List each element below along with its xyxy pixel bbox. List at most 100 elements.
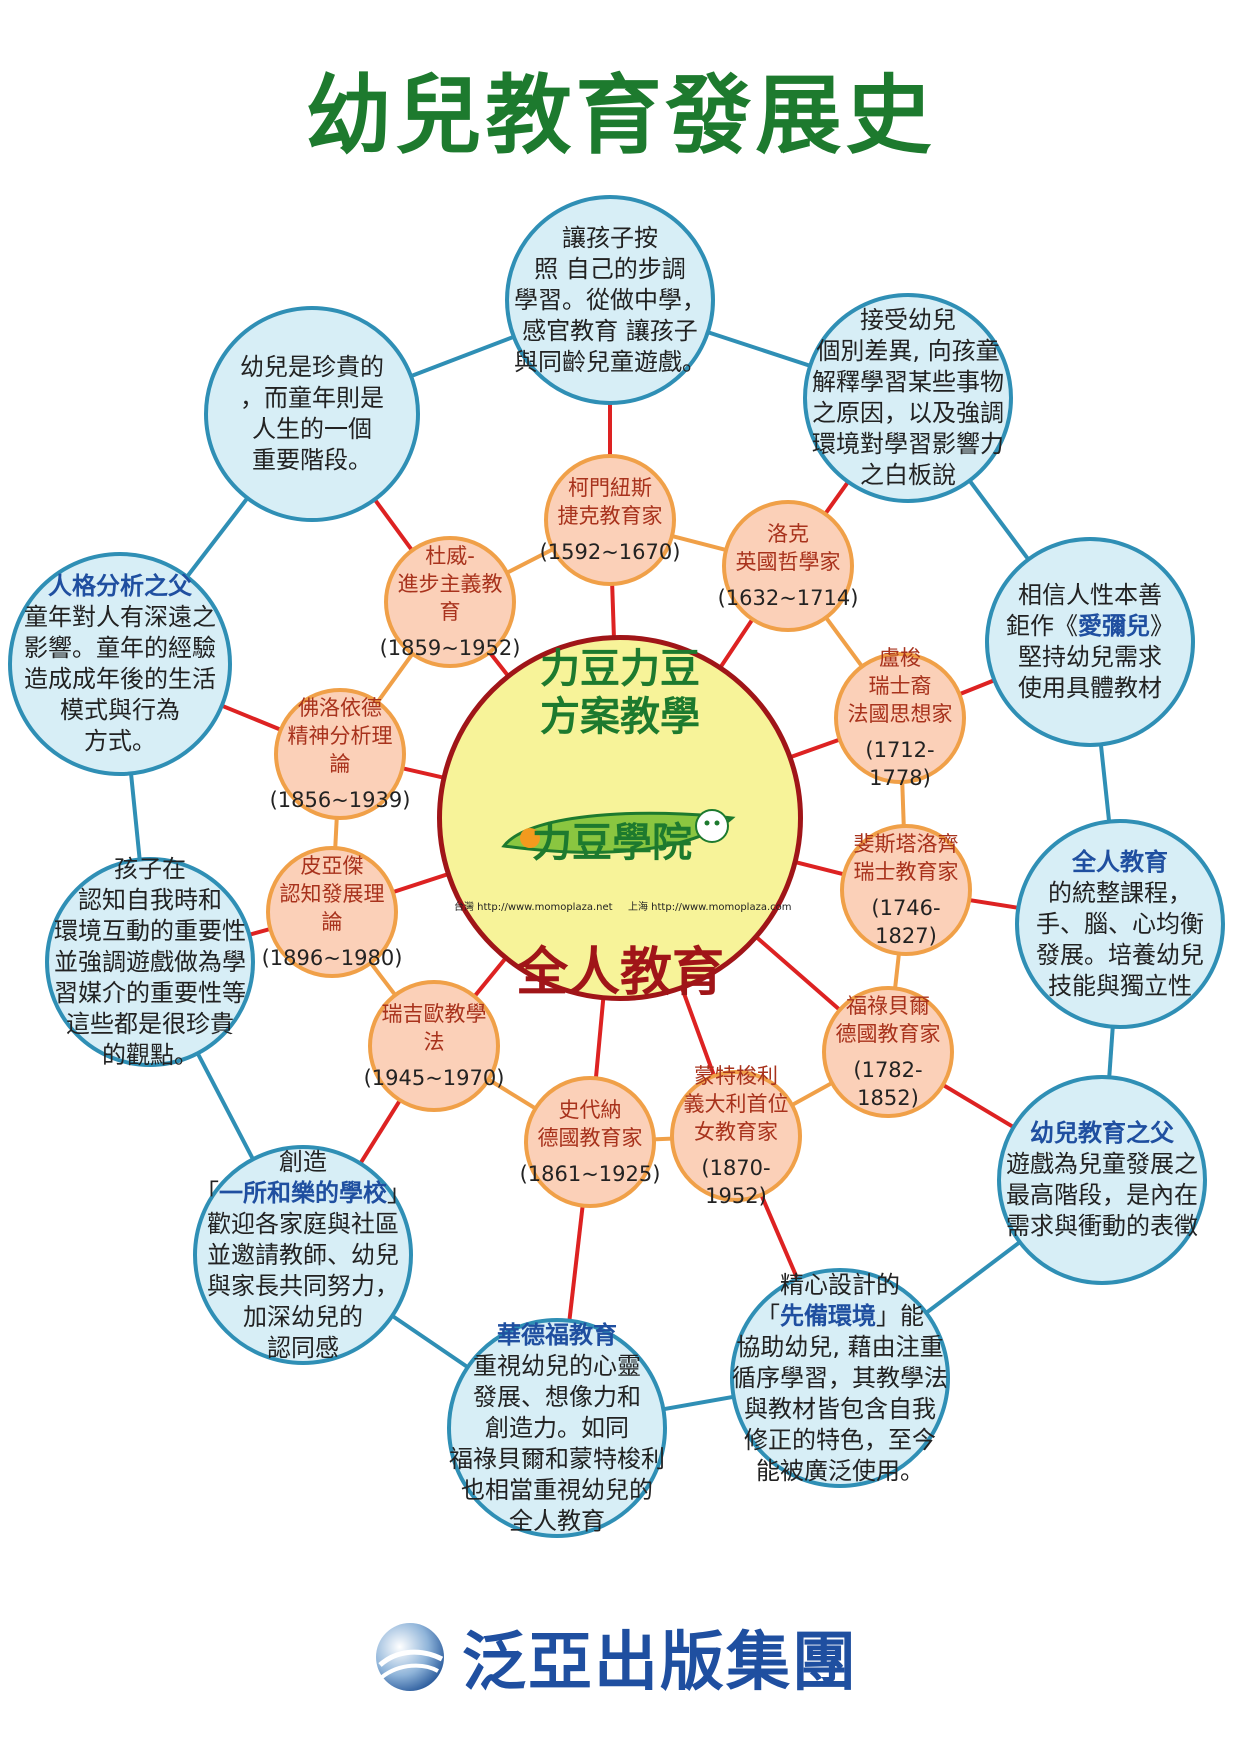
idea-line: 「先備環境」能 [756,1301,924,1330]
idea-bubble: 華德福教育 重視幼兒的心靈 發展、想像力和 創造力。如同 福祿貝爾和蒙特梭利 也相當重視幼… [447,1318,667,1538]
idea-line: 能被廣泛使用。 [756,1456,924,1485]
idea-line: 之白板說 [860,461,956,489]
figure-years: (1856~1939) [269,788,411,812]
idea-line: 創造力。如同 [485,1413,629,1442]
figure-bubble: 蒙特梭利 義大利首位 女教育家 (1870-1952) [670,1064,802,1208]
figure-name: 英國哲學家 [735,550,841,574]
page-title: 幼兒教育發展史 [305,66,936,166]
idea-line: 並強調遊戲做為學 [54,947,246,976]
idea-line: 的統整課程， [1048,878,1192,907]
figure-bubble: 史代納 德國教育家 (1861~1925) [520,1076,660,1208]
figure-name: 史代納 [558,1098,622,1122]
figure-name: 瑞士教育家 [853,860,959,884]
idea-line: ，而童年則是 [240,384,384,412]
center-line1: 力豆力豆 [540,646,700,692]
center-hub: 力豆力豆 方案教學 力豆學院 台灣 http://www.momoplaza.n… [437,635,803,1003]
idea-highlight: 先備環境 [780,1301,876,1330]
idea-line: 相信人性本善 [1018,581,1162,609]
idea-line: 與家長共同努力， [207,1271,399,1300]
idea-line: 精心設計的 [780,1270,900,1299]
figure-name: 柯門紐斯 [568,476,652,500]
publisher-name: 泛亞出版集團 [462,1626,858,1700]
idea-line: 鉅作《愛彌兒》 [1006,612,1174,640]
figure-bubble: 福祿貝爾 德國教育家 (1782-1852) [822,986,954,1118]
idea-line: 學習。從做中學， [514,285,706,314]
idea-line: 最高階段，是內在 [1006,1181,1198,1209]
idea-line: 發展。培養幼兒 [1036,940,1204,969]
idea-bubble: 人格分析之父 童年對人有深遠之 影響。童年的經驗 造成成年後的生活 模式與行為 方式。 [8,552,232,776]
idea-heading: 人格分析之父 [48,572,192,600]
idea-bubble: 幼兒教育之父 遊戲為兒童發展之 最高階段，是內在 需求與衝動的表徵 [997,1075,1207,1285]
idea-line: 全人教育 [509,1506,605,1535]
figure-bubble: 杜威- 進步主義教育 (1859~1952) [380,536,520,668]
figure-name: 精神分析理論 [287,724,393,776]
figure-name: 佛洛依德 [298,696,382,720]
figure-bubble: 盧梭 瑞士裔 法國思想家 (1712-1778) [834,646,966,790]
idea-highlight: 愛彌兒 [1078,612,1150,640]
idea-line: 接受幼兒 [860,306,956,334]
figure-name: 瑞吉歐教學法 [381,1002,487,1054]
idea-line: 之原因，以及強調 [812,399,1004,427]
idea-line: 習媒介的重要性等 [54,978,246,1007]
figure-years: (1632~1714) [717,586,859,610]
idea-line: 修正的特色，至今 [744,1425,936,1454]
idea-line: 福祿貝爾和蒙特梭利 [449,1444,665,1473]
figure-name: 德國教育家 [537,1126,643,1150]
figure-years: (1592~1670) [539,540,681,564]
figure-name: 捷克教育家 [557,504,663,528]
center-theme: 全人教育 [515,943,724,1003]
figure-bubble: 斐斯塔洛齊瑞士教育家 (1746-1827) [840,824,972,956]
idea-line: 環境互動的重要性 [54,916,246,945]
figure-years: (1746-1827) [871,896,941,948]
url-taiwan: 台灣 http://www.momoplaza.net [454,902,613,913]
idea-line: 認同感 [267,1333,339,1362]
idea-line: 造成成年後的生活 [24,665,216,693]
idea-line: 歡迎各家庭與社區 [207,1209,399,1238]
figure-years: (1859~1952) [379,636,521,660]
figure-name: 洛克 [767,522,809,546]
url-shanghai: 上海 http://www.momoplaza.com [628,902,792,913]
figure-name: 法國思想家 [847,702,953,726]
figure-name: 德國教育家 [835,1022,941,1046]
idea-heading: 全人教育 [1072,847,1168,876]
idea-line: 遊戲為兒童發展之 [1006,1150,1198,1178]
idea-bubble: 孩子在 認知自我時和 環境互動的重要性 並強調遊戲做為學 習媒介的重要性等 這些都是很珍貴… [45,854,255,1069]
idea-bubble: 相信人性本善 鉅作《愛彌兒》 堅持幼兒需求 使用具體教材 [985,537,1195,747]
idea-line: 也相當重視幼兒的 [461,1475,653,1504]
figure-name: 斐斯塔洛齊 [853,832,959,856]
center-line2: 方案教學 [540,694,700,740]
brand-name: 力豆學院 [532,820,692,866]
figure-years: (1712-1778) [865,738,935,790]
figure-name: 杜威- [425,544,475,568]
idea-heading: 華德福教育 [497,1320,617,1349]
figure-name: 盧梭 [879,646,921,670]
idea-line: 堅持幼兒需求 [1018,643,1162,671]
idea-line: 重視幼兒的心靈 [473,1351,641,1380]
idea-line: 認知自我時和 [78,885,222,914]
idea-heading: 幼兒教育之父 [1030,1119,1174,1147]
idea-line: 孩子在 [114,854,186,883]
idea-line: 創造 [279,1147,327,1176]
brand-logo-icon [501,809,736,854]
idea-line: 並邀請教師、幼兒 [207,1240,399,1269]
idea-bubble: 精心設計的 「先備環境」能 協助幼兒, 藉由注重 循序學習，其教學法 與教材皆包含自我修… [730,1268,950,1488]
idea-line: 需求與衝動的表徵 [1006,1212,1198,1240]
figure-bubble: 瑞吉歐教學法 (1945~1970) [364,980,504,1112]
figure-years: (1945~1970) [363,1066,505,1090]
idea-line: 人生的一個 [252,415,372,443]
idea-line: 手、腦、心均衡 [1036,909,1204,938]
idea-line: 循序學習，其教學法 [732,1363,948,1392]
idea-line: 照 自己的步調 [534,254,686,283]
idea-line: 「一所和樂的學校」 [195,1178,411,1207]
idea-line: 模式與行為 [60,696,180,724]
figure-years: (1782-1852) [853,1058,923,1110]
figure-name: 認知發展理論 [279,882,385,934]
figure-name: 皮亞傑 [300,854,364,878]
idea-line: 發展、想像力和 [473,1382,641,1411]
idea-line: 技能與獨立性 [1048,971,1192,1000]
publisher-footer: 泛亞出版集團 [372,1612,858,1702]
figure-years: (1896~1980) [261,946,403,970]
figure-bubble: 皮亞傑認知發展理論 (1896~1980) [262,846,402,978]
idea-line: 童年對人有深遠之 [24,603,216,631]
idea-highlight: 一所和樂的學校 [219,1178,387,1207]
